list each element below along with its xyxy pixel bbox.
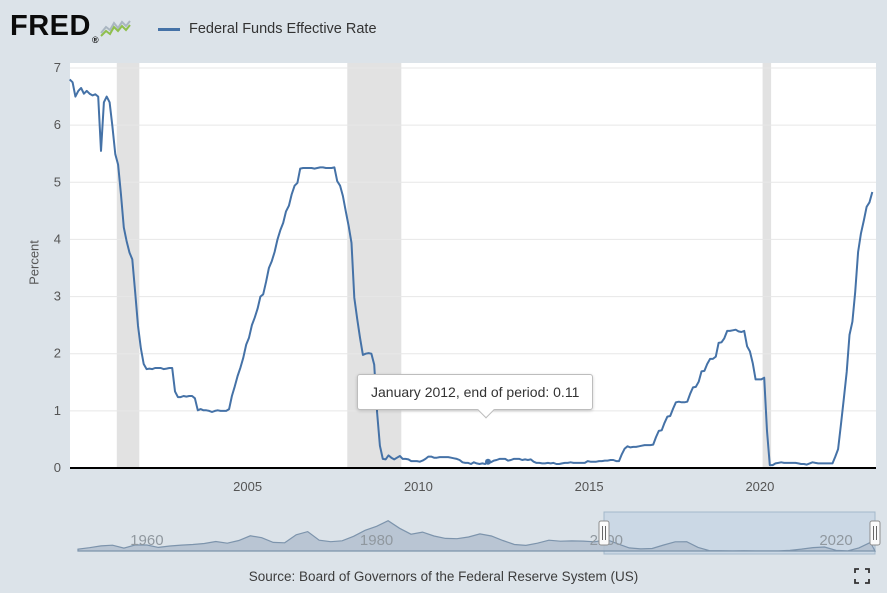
fullscreen-icon[interactable] (853, 567, 871, 585)
svg-text:3: 3 (54, 289, 61, 304)
series-legend: Federal Funds Effective Rate (158, 21, 377, 37)
svg-text:7: 7 (54, 60, 61, 75)
svg-text:2010: 2010 (404, 479, 433, 494)
source-text: Source: Board of Governors of the Federa… (248, 569, 639, 584)
svg-text:4: 4 (54, 231, 61, 246)
svg-text:2: 2 (54, 346, 61, 361)
svg-text:6: 6 (54, 117, 61, 132)
tooltip-label: January 2012, end of period: (371, 384, 550, 400)
main-chart[interactable]: 0 1 2 3 4 5 6 7 2005 2010 2015 2020 (0, 55, 887, 500)
series-legend-label: Federal Funds Effective Rate (189, 21, 377, 37)
fred-logo[interactable]: FRED® (10, 10, 100, 45)
chart-tooltip: January 2012, end of period: 0.11 (357, 374, 594, 419)
tooltip-value: 0.11 (553, 384, 580, 400)
svg-text:2020: 2020 (819, 532, 852, 549)
svg-text:1960: 1960 (130, 532, 163, 549)
range-handle-left[interactable] (598, 520, 610, 546)
chart-header: FRED® Federal Funds Effective Rate (0, 0, 887, 55)
svg-text:2005: 2005 (233, 479, 262, 494)
svg-text:1980: 1980 (360, 532, 393, 549)
series-line-swatch (158, 27, 180, 31)
fred-sparkline-icon (100, 20, 131, 37)
svg-text:2015: 2015 (575, 479, 604, 494)
registered-mark: ® (91, 35, 100, 45)
svg-text:5: 5 (54, 174, 61, 189)
range-handle-right[interactable] (869, 520, 881, 546)
svg-text:1: 1 (54, 403, 61, 418)
svg-text:2020: 2020 (745, 479, 774, 494)
svg-text:0: 0 (54, 460, 61, 475)
range-selector[interactable]: 1960198020002020 (0, 510, 887, 558)
fred-logo-text: FRED (10, 10, 91, 42)
